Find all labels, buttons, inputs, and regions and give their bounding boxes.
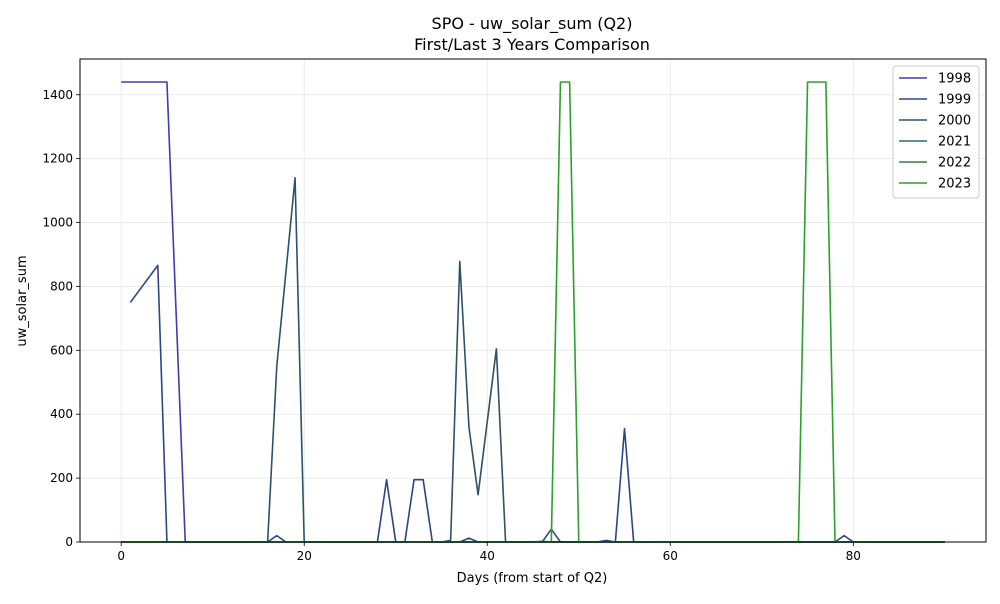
- legend-label-1999: 1999: [938, 93, 971, 108]
- chart-title: SPO - uw_solar_sum (Q2): [432, 14, 633, 34]
- series-line-1999: [129, 264, 945, 543]
- y-tick-label: 1000: [42, 216, 73, 230]
- chart-subtitle: First/Last 3 Years Comparison: [414, 35, 650, 54]
- x-tick-label: 20: [297, 549, 312, 563]
- y-tick-label: 1400: [42, 88, 73, 102]
- plot-frame: [79, 58, 987, 543]
- x-tick-label: 80: [846, 549, 861, 563]
- legend-label-2000: 2000: [938, 114, 971, 129]
- legend-label-2023: 2023: [938, 177, 971, 192]
- legend-label-2022: 2022: [938, 156, 971, 171]
- series-line-1998: [121, 81, 945, 543]
- legend: 1998 1999 2000 2021 2022 2023: [892, 65, 980, 199]
- y-tick-label: 1200: [42, 152, 73, 166]
- y-tick-label: 0: [65, 535, 73, 549]
- x-tick-label: 0: [117, 549, 125, 563]
- x-tick-label: 40: [480, 549, 495, 563]
- series-line-2000: [121, 177, 945, 543]
- series-lines: [121, 81, 945, 543]
- grid: [80, 59, 986, 543]
- x-tick-label: 60: [663, 549, 678, 563]
- series-line-2023: [121, 81, 945, 543]
- y-tick-label: 800: [50, 279, 73, 293]
- y-tick-label: 200: [50, 471, 73, 485]
- legend-label-2021: 2021: [938, 135, 971, 150]
- y-axis-label: uw_solar_sum: [15, 255, 30, 346]
- y-tick-label: 600: [50, 343, 73, 357]
- y-tick-label: 400: [50, 407, 73, 421]
- legend-label-1998: 1998: [938, 72, 971, 87]
- x-axis-label: Days (from start of Q2): [457, 571, 608, 586]
